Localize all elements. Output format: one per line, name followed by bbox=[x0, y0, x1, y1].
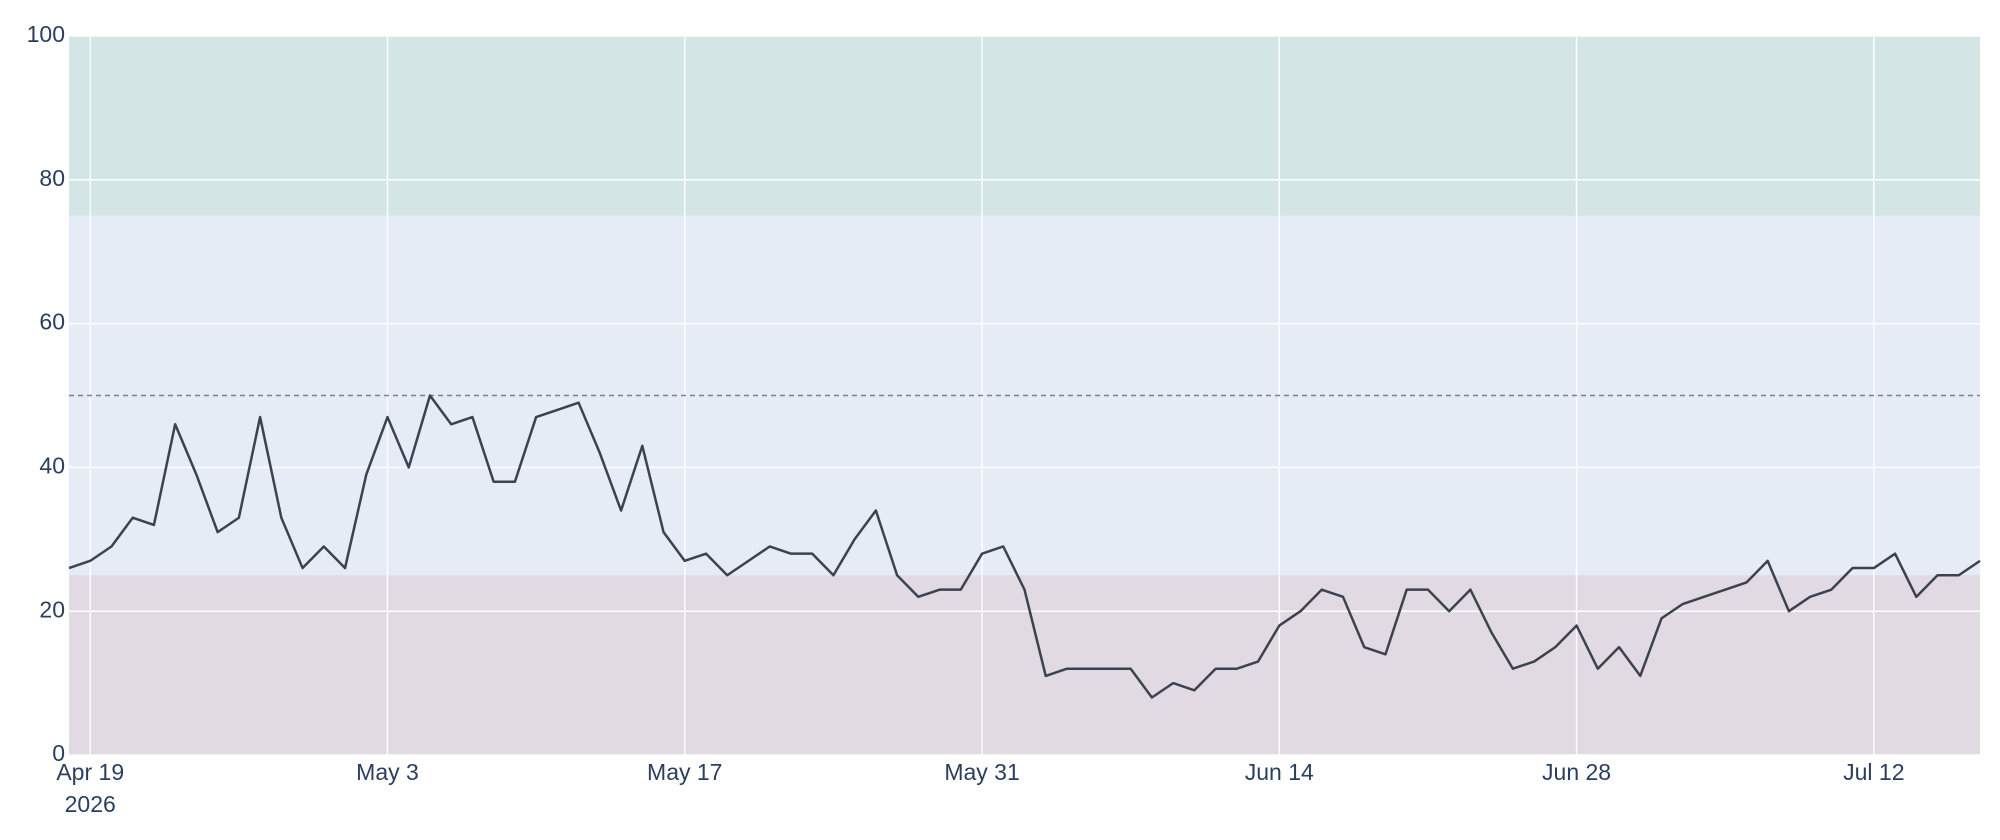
y-tick-label: 0 bbox=[52, 740, 65, 766]
y-tick-label: 100 bbox=[27, 21, 65, 47]
y-tick-label: 40 bbox=[39, 452, 65, 478]
x-tick-label: May 3 bbox=[356, 759, 419, 785]
x-tick-label: Jun 28 bbox=[1542, 759, 1611, 785]
x-tick-label: Jul 12 bbox=[1843, 759, 1904, 785]
x-tick-label: Jun 14 bbox=[1245, 759, 1314, 785]
line-series bbox=[68, 394, 1981, 699]
y-tick-label: 20 bbox=[39, 596, 65, 622]
y-tick-label: 60 bbox=[39, 309, 65, 335]
x-year-label: 2026 bbox=[65, 791, 116, 817]
x-tick-label: May 31 bbox=[944, 759, 1019, 785]
x-tick-label: Apr 19 bbox=[56, 759, 124, 785]
x-tick-label: May 17 bbox=[647, 759, 722, 785]
y-tick-label: 80 bbox=[39, 165, 65, 191]
band bbox=[69, 36, 1980, 216]
band bbox=[69, 575, 1980, 755]
